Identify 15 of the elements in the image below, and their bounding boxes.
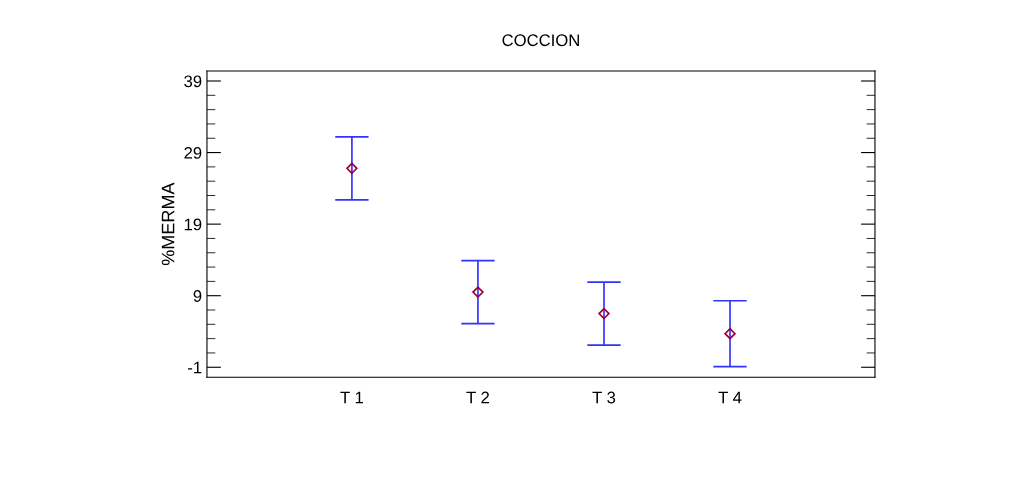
y-tick-label: -1 (188, 361, 202, 374)
y-axis-title: %MERMA (161, 182, 175, 266)
x-tick-label: T 3 (592, 391, 616, 404)
chart-title: COCCION (502, 34, 579, 47)
x-tick-label: T 2 (466, 391, 489, 404)
point (472, 286, 484, 298)
y-tick-label: 39 (184, 75, 202, 88)
point (724, 327, 736, 340)
y-tick-label: 29 (184, 146, 202, 159)
point (598, 307, 610, 320)
x-tick-label: T 1 (340, 391, 363, 404)
x-tick-label: T 4 (718, 391, 742, 404)
y-tick-label: 19 (184, 218, 202, 231)
point (346, 162, 358, 175)
y-tick-label: 9 (193, 290, 202, 302)
